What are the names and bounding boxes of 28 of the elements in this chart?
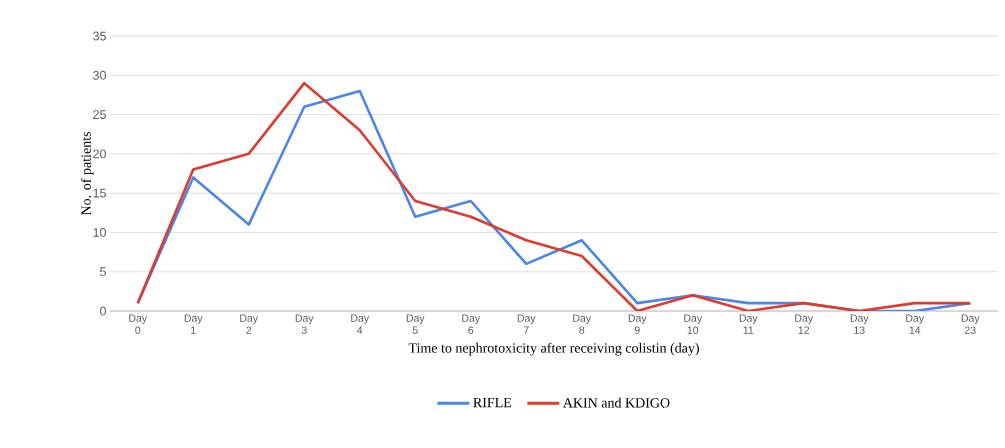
x-tick-label: Day 11 — [739, 314, 758, 334]
x-tick-label: Day 1 — [184, 314, 203, 334]
y-tick-label: 30 — [93, 70, 106, 80]
x-tick-label: Day 13 — [850, 314, 869, 334]
y-tick-label: 35 — [93, 31, 106, 41]
y-axis-title: No. of patients — [80, 132, 94, 216]
x-tick-label: Day 4 — [351, 314, 370, 334]
legend-label: RIFLE — [473, 397, 512, 408]
x-tick-label: Day 9 — [628, 314, 647, 334]
x-tick-label: Day 8 — [573, 314, 592, 334]
x-tick-label: Day 10 — [684, 314, 703, 334]
x-tick-label: Day 14 — [906, 314, 925, 334]
y-tick-label: 0 — [100, 306, 106, 316]
x-tick-label: Day 7 — [517, 314, 536, 334]
x-tick-label: Day 23 — [961, 314, 980, 334]
y-tick-label: 20 — [93, 149, 106, 159]
x-tick-label: Day 6 — [462, 314, 481, 334]
x-axis-title: Time to nephrotoxicity after receiving colistin (day) — [408, 342, 699, 356]
y-tick-label: 10 — [93, 228, 106, 237]
y-tick-label: 15 — [93, 188, 106, 198]
x-tick-label: Day 2 — [240, 314, 259, 334]
y-tick-label: 5 — [100, 267, 106, 277]
x-tick-label: Day 12 — [795, 314, 814, 334]
legend-label: AKIN and KDIGO — [562, 397, 670, 408]
x-tick-label: Day 5 — [406, 314, 425, 334]
x-tick-label: Day 0 — [129, 314, 148, 334]
y-tick-label: 25 — [93, 110, 106, 119]
x-tick-label: Day 3 — [295, 314, 314, 334]
